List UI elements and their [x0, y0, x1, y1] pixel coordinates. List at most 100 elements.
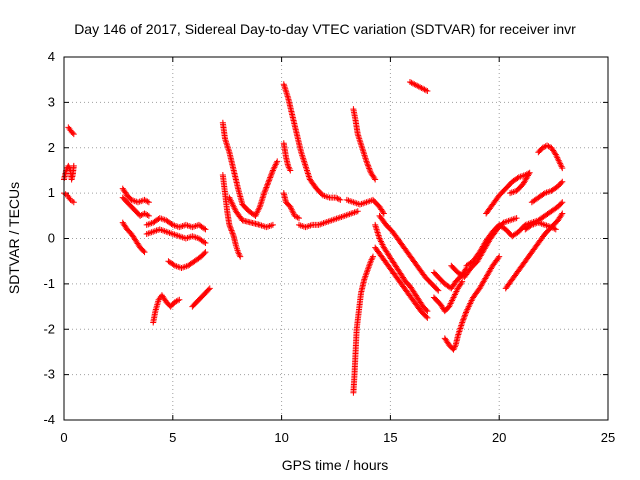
data-point	[514, 175, 521, 182]
data-point	[364, 159, 371, 166]
data-point	[142, 211, 149, 218]
data-point	[367, 168, 374, 175]
data-point	[262, 187, 269, 194]
data-point	[267, 173, 274, 180]
data-point	[459, 318, 466, 325]
data-point	[237, 253, 244, 260]
data-point	[201, 239, 208, 246]
data-point	[263, 184, 270, 191]
x-tick-label: 10	[274, 430, 288, 445]
data-point	[266, 177, 273, 184]
data-point	[269, 168, 276, 175]
data-point	[460, 315, 467, 322]
grid	[64, 57, 608, 420]
data-point	[141, 249, 148, 256]
data-point	[495, 254, 502, 261]
y-tick-label: -2	[43, 321, 55, 336]
data-point	[366, 166, 373, 173]
data-point	[366, 165, 373, 172]
data-point	[559, 178, 566, 185]
data-point	[434, 286, 441, 293]
data-point	[261, 190, 268, 197]
data-point	[145, 199, 152, 206]
data-point	[354, 208, 361, 215]
data-point	[507, 190, 514, 197]
y-tick-label: -3	[43, 367, 55, 382]
data-point	[463, 309, 470, 316]
data-point	[380, 210, 387, 217]
data-point	[527, 222, 534, 229]
data-point	[424, 88, 431, 95]
data-point	[228, 226, 235, 233]
data-point	[296, 215, 303, 222]
data-point	[229, 230, 236, 237]
data-points	[61, 78, 566, 396]
data-point	[558, 200, 565, 207]
data-point	[371, 175, 378, 182]
data-point	[168, 220, 175, 227]
axis-ticks: 0 5 10 15 20 25 -4 -3 -2 -1 0 1 2 3 4	[43, 49, 615, 445]
data-point	[206, 285, 213, 292]
data-point	[176, 296, 183, 303]
data-point	[540, 191, 547, 198]
x-tick-label: 15	[383, 430, 397, 445]
data-point	[335, 196, 342, 203]
x-tick-label: 25	[601, 430, 615, 445]
data-point	[265, 180, 271, 187]
data-point	[264, 181, 271, 188]
data-point	[227, 224, 234, 231]
data-point	[558, 179, 565, 186]
data-point	[144, 198, 151, 205]
data-point	[268, 171, 275, 178]
data-point	[459, 278, 466, 285]
data-point	[261, 188, 268, 195]
data-point	[545, 143, 552, 150]
data-point	[263, 183, 270, 190]
data-point	[226, 221, 233, 228]
data-point	[265, 178, 272, 185]
data-point	[70, 199, 77, 206]
data-point	[144, 212, 151, 219]
data-point	[287, 167, 294, 174]
data-point	[202, 226, 209, 233]
data-point	[460, 316, 467, 323]
data-point	[201, 250, 208, 257]
data-point	[70, 162, 77, 169]
data-point	[365, 162, 372, 169]
y-tick-label: 1	[48, 185, 55, 200]
data-point	[70, 131, 77, 138]
data-point	[424, 314, 431, 321]
data-point	[334, 195, 341, 202]
data-point	[422, 87, 429, 94]
data-point	[559, 165, 566, 172]
data-point	[363, 158, 370, 165]
y-tick-label: 3	[48, 94, 55, 109]
data-point	[423, 306, 430, 313]
data-point	[170, 261, 177, 268]
chart-title: Day 146 of 2017, Sidereal Day-to-day VTE…	[74, 21, 576, 37]
data-point	[365, 164, 372, 171]
data-point	[435, 287, 442, 294]
data-point	[559, 210, 566, 217]
data-point	[551, 225, 558, 232]
data-point	[558, 211, 565, 218]
data-point	[513, 215, 520, 222]
data-point	[202, 240, 209, 247]
plot-frame	[63, 56, 609, 421]
y-tick-label: -4	[43, 412, 55, 427]
data-point	[262, 185, 269, 192]
x-tick-label: 5	[169, 430, 176, 445]
data-point	[269, 221, 276, 228]
data-point	[201, 225, 208, 232]
data-point	[337, 196, 344, 203]
data-point	[364, 161, 371, 168]
data-point	[268, 170, 275, 177]
data-point	[372, 176, 379, 183]
x-tick-label: 20	[492, 430, 506, 445]
data-point	[145, 212, 152, 219]
data-point	[202, 249, 209, 256]
y-axis-label: SDTVAR / TECUs	[6, 182, 22, 294]
data-point	[559, 199, 566, 206]
x-tick-label: 0	[60, 430, 67, 445]
